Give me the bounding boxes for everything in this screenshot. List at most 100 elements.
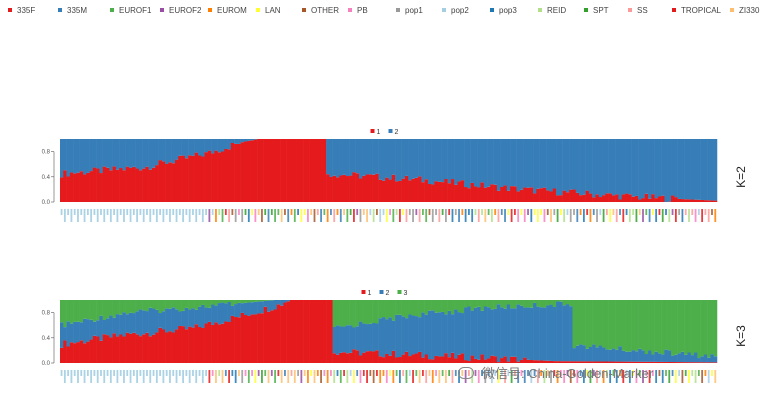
admixture-bar-cluster-2 — [447, 139, 452, 184]
admixture-bar-cluster-1 — [411, 178, 416, 202]
sample-name-tick — [103, 209, 106, 222]
admixture-bar-cluster-1 — [638, 199, 642, 202]
admixture-bar-cluster-2 — [641, 350, 645, 362]
sample-name-tick — [523, 370, 526, 383]
admixture-bar-cluster-1 — [447, 357, 452, 363]
admixture-bar-cluster-1 — [158, 327, 163, 363]
admixture-bar-cluster-3 — [424, 300, 429, 315]
sample-name-tick — [316, 370, 319, 376]
admixture-bar-cluster-2 — [362, 139, 366, 176]
admixture-bar-cluster-1 — [79, 171, 84, 202]
admixture-bar-cluster-1 — [487, 358, 491, 363]
sample-name-tick — [323, 370, 326, 376]
admixture-bar-cluster-1 — [631, 196, 636, 202]
admixture-bar-cluster-1 — [306, 300, 310, 363]
admixture-bar-cluster-2 — [339, 139, 343, 176]
admixture-bar-cluster-2 — [493, 308, 498, 357]
admixture-bar-cluster-1 — [523, 357, 527, 363]
sample-name-tick — [86, 370, 89, 376]
admixture-bar-cluster-1 — [523, 187, 527, 202]
admixture-bar-cluster-1 — [165, 163, 169, 202]
admixture-bar-cluster-2 — [487, 307, 491, 359]
admixture-bar-cluster-2 — [142, 310, 146, 335]
admixture-bar-cluster-1 — [634, 361, 639, 363]
admixture-bar-cluster-2 — [473, 307, 478, 359]
admixture-bar-cluster-1 — [529, 187, 534, 202]
admixture-bar-cluster-1 — [128, 167, 133, 202]
admixture-bar-cluster-2 — [621, 139, 626, 195]
sample-name-tick — [441, 370, 444, 376]
admixture-bar-cluster-2 — [355, 139, 360, 174]
admixture-bar-cluster-2 — [145, 311, 149, 333]
admixture-bar-cluster-3 — [526, 300, 531, 308]
admixture-bar-cluster-1 — [667, 361, 672, 363]
admixture-bar-cluster-1 — [519, 359, 524, 363]
sample-name-tick — [100, 209, 102, 215]
admixture-bar-cluster-3 — [79, 300, 84, 323]
sample-name-tick — [333, 370, 336, 383]
admixture-bar-cluster-2 — [115, 139, 120, 170]
admixture-bar-cluster-2 — [96, 139, 100, 169]
admixture-bar-cluster-2 — [408, 139, 412, 181]
cluster-label-1: 1 — [368, 290, 372, 297]
admixture-bar-cluster-1 — [125, 332, 130, 363]
legend-item-pop1: pop1 — [396, 6, 423, 15]
admixture-bar-cluster-3 — [250, 300, 255, 303]
admixture-bar-cluster-3 — [411, 300, 416, 316]
admixture-bar-cluster-2 — [694, 139, 698, 200]
admixture-bar-cluster-1 — [132, 332, 136, 363]
admixture-bar-cluster-3 — [565, 300, 570, 305]
admixture-bar-cluster-1 — [493, 356, 498, 363]
admixture-bar-cluster-3 — [240, 300, 245, 304]
admixture-bar-cluster-1 — [516, 191, 521, 202]
admixture-bar-cluster-2 — [381, 139, 386, 181]
admixture-bar-cluster-2 — [86, 139, 90, 173]
sample-name-tick — [330, 209, 332, 215]
sample-name-tick — [399, 209, 401, 222]
admixture-bar-cluster-1 — [303, 139, 307, 202]
sample-name-tick — [668, 370, 671, 383]
legend-item-lan: LAN — [256, 6, 281, 15]
admixture-bar-cluster-3 — [345, 300, 350, 326]
sample-name-tick — [280, 370, 283, 383]
admixture-bar-cluster-1 — [648, 198, 652, 202]
admixture-bar-cluster-1 — [378, 179, 383, 202]
sample-name-tick — [67, 370, 70, 376]
admixture-bar-cluster-2 — [434, 139, 439, 182]
admixture-bar-cluster-1 — [224, 321, 228, 363]
admixture-bar-cluster-2 — [625, 351, 629, 362]
admixture-bar-cluster-1 — [214, 322, 218, 363]
admixture-bar-cluster-1 — [480, 354, 485, 363]
admixture-bar-cluster-1 — [332, 353, 337, 363]
admixture-bar-cluster-2 — [703, 139, 708, 201]
sample-name-tick — [165, 209, 168, 215]
admixture-bar-cluster-2 — [697, 139, 701, 200]
sample-name-tick — [126, 209, 129, 215]
admixture-bar-cluster-2 — [684, 354, 688, 363]
sample-name-tick — [185, 209, 188, 215]
sample-name-tick — [257, 209, 260, 215]
admixture-bar-cluster-2 — [332, 139, 337, 176]
sample-name-tick — [527, 370, 529, 376]
admixture-bar-cluster-1 — [487, 186, 491, 202]
sample-name-tick — [622, 370, 625, 383]
sample-name-tick — [90, 209, 93, 222]
admixture-bar-cluster-2 — [194, 309, 199, 325]
admixture-bar-cluster-2 — [381, 317, 386, 358]
sample-name-tick — [632, 209, 635, 215]
sample-name-tick — [605, 209, 608, 215]
admixture-bar-cluster-1 — [151, 334, 156, 363]
admixture-bar-cluster-2 — [178, 139, 182, 156]
sample-name-tick — [159, 209, 162, 215]
admixture-bar-cluster-1 — [181, 326, 186, 363]
admixture-bar-cluster-1 — [457, 181, 462, 202]
admixture-bar-cluster-2 — [539, 307, 544, 361]
admixture-bar-cluster-3 — [523, 300, 527, 308]
admixture-bar-cluster-2 — [496, 304, 501, 363]
legend-label: EUROM — [217, 6, 247, 15]
admixture-bar-cluster-1 — [631, 361, 636, 363]
admixture-bar-cluster-1 — [266, 139, 271, 202]
admixture-bar-cluster-1 — [513, 356, 517, 363]
admixture-bar-cluster-2 — [690, 355, 695, 363]
admixture-bar-cluster-2 — [615, 349, 619, 362]
